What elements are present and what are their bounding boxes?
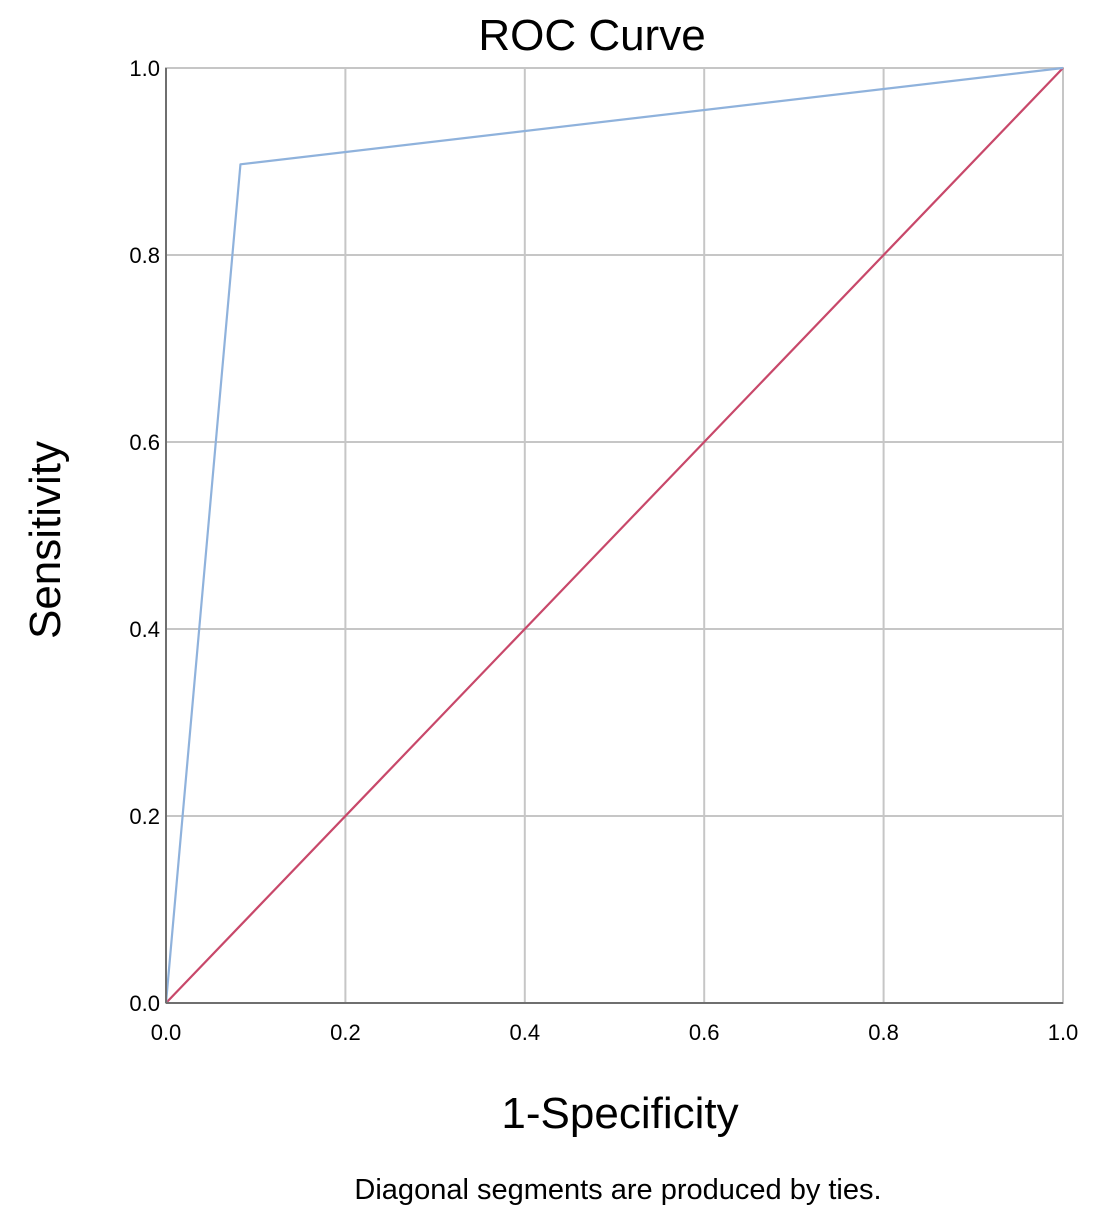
x-tick-label: 1.0 xyxy=(1048,1020,1079,1045)
x-tick-label: 0.2 xyxy=(330,1020,361,1045)
reference-diagonal-line xyxy=(165,67,1064,1004)
y-tick-label: 0.2 xyxy=(129,804,160,829)
x-tick-label: 0.0 xyxy=(151,1020,182,1045)
y-axis-ticks: 0.0 0.2 0.4 0.6 0.8 1.0 xyxy=(129,56,160,1016)
y-tick-label: 0.0 xyxy=(129,991,160,1016)
x-tick-label: 0.6 xyxy=(689,1020,720,1045)
chart-title: ROC Curve xyxy=(478,11,705,60)
x-tick-label: 0.4 xyxy=(510,1020,541,1045)
y-tick-label: 0.8 xyxy=(129,243,160,268)
y-tick-label: 0.6 xyxy=(129,430,160,455)
y-tick-label: 1.0 xyxy=(129,56,160,81)
y-axis-title: Sensitivity xyxy=(21,441,70,639)
x-tick-label: 0.8 xyxy=(868,1020,899,1045)
roc-curve-line xyxy=(164,66,1064,1004)
x-axis-title: 1-Specificity xyxy=(501,1089,738,1138)
x-axis-ticks: 0.0 0.2 0.4 0.6 0.8 1.0 xyxy=(151,1020,1079,1045)
footnote: Diagonal segments are produced by ties. xyxy=(354,1174,881,1206)
series-layer xyxy=(164,66,1064,1004)
y-tick-label: 0.4 xyxy=(129,617,160,642)
grid xyxy=(166,68,1063,1003)
